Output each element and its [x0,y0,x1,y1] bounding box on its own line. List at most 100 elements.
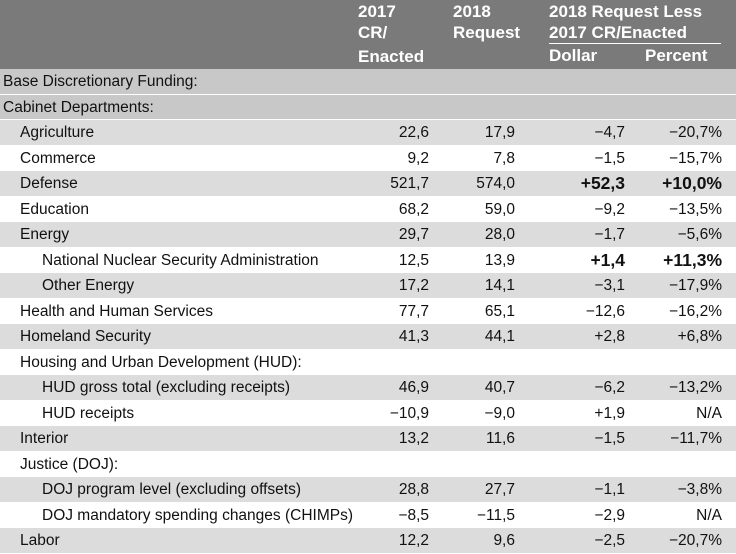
table-row: Justice (DOJ): [0,451,736,477]
table-row: DOJ program level (excluding offsets) 28,… [0,477,736,503]
table-row: Energy 29,7 28,0 −1,7 −5,6% [0,222,736,248]
value-dollar-change: −1,5 [594,149,625,167]
value-percent-change: −13,2% [668,379,722,396]
table-row: HUD receipts −10,9 −9,0 +1,9 N/A [0,400,736,426]
value-dollar-change: −9,2 [594,200,625,218]
row-label: Homeland Security [20,328,151,345]
value-2017: −8,5 [398,506,429,524]
value-2017: 521,7 [390,175,429,192]
table-row: Labor 12,2 9,6 −2,5 −20,7% [0,528,736,554]
table-row: Homeland Security 41,3 44,1 +2,8 +6,8% [0,324,736,350]
value-percent-change: −20,7% [668,124,722,141]
header-percent: Percent [645,46,708,65]
value-dollar-change: +1,4 [590,249,625,270]
value-dollar-change: −2,9 [594,506,625,524]
header-2017-line2: CR/ [358,23,388,42]
value-dollar-change: −4,7 [594,124,625,141]
value-percent-change: −20,7% [668,532,722,549]
value-2018: 17,9 [484,124,515,141]
table-body: Base Discretionary Funding: Cabinet Depar… [0,69,736,554]
table-row: Base Discretionary Funding: [0,69,736,95]
row-label: Base Discretionary Funding: [3,73,198,90]
value-2018: 9,6 [493,532,515,549]
value-2017: 77,7 [398,302,429,320]
table-row: DOJ mandatory spending changes (CHIMPs) −… [0,502,736,528]
table-row: Health and Human Services 77,7 65,1 −12,6 −1… [0,298,736,324]
value-dollar-change: −1,5 [594,430,625,447]
table-row: HUD gross total (excluding receipts) 46,9… [0,375,736,401]
value-dollar-change: +52,3 [580,173,625,193]
row-label: National Nuclear Security Administration [42,251,319,269]
header-diff-underline [549,43,721,44]
row-label: HUD gross total (excluding receipts) [42,379,291,396]
value-2018: 44,1 [484,328,515,345]
value-dollar-change: −6,2 [594,379,625,396]
row-label: HUD receipts [42,404,135,422]
value-percent-change: N/A [696,404,722,422]
value-percent-change: −5,6% [677,226,722,243]
table-row: Interior 13,2 11,6 −1,5 −11,7% [0,426,736,452]
value-2018: 27,7 [484,481,515,498]
row-label: DOJ mandatory spending changes (CHIMPs) [42,506,353,524]
value-2018: 14,1 [484,277,515,294]
value-2018: 7,8 [493,149,515,167]
value-2017: −10,9 [389,404,429,422]
value-2017: 46,9 [398,379,429,396]
row-label: Education [20,200,89,218]
value-2018: −9,0 [484,404,515,422]
value-percent-change: N/A [696,506,722,524]
value-2017: 12,5 [398,251,429,269]
header-2018-line2: Request [453,23,521,42]
row-label: Interior [20,430,69,447]
value-2017: 41,3 [398,328,429,345]
table-row: Other Energy 17,2 14,1 −3,1 −17,9% [0,273,736,299]
value-percent-change: −16,2% [668,302,722,320]
value-2018: 59,0 [484,200,515,218]
header-diff-line1: 2018 Request Less [549,2,703,21]
value-2017: 9,2 [407,149,429,167]
value-2018: −11,5 [476,506,515,524]
value-2017: 22,6 [398,124,429,141]
row-label: Energy [20,226,70,243]
value-2018: 13,9 [484,251,515,269]
value-dollar-change: −12,6 [585,302,625,320]
value-2018: 28,0 [484,226,515,243]
value-2017: 68,2 [398,200,429,218]
value-percent-change: −17,9% [668,277,722,294]
value-2017: 17,2 [398,277,429,294]
row-label: Housing and Urban Development (HUD): [20,353,302,371]
value-percent-change: +11,3% [663,249,722,270]
table-row: Commerce 9,2 7,8 −1,5 −15,7% [0,145,736,171]
row-label: Cabinet Departments: [3,98,154,116]
header-2017-line3: Enacted [358,47,425,66]
row-label: DOJ program level (excluding offsets) [42,481,302,498]
row-label: Health and Human Services [20,302,213,320]
value-dollar-change: +2,8 [594,328,625,345]
value-percent-change: +6,8% [677,328,722,345]
value-dollar-change: −2,5 [594,532,625,549]
value-2018: 40,7 [484,379,515,396]
value-2017: 29,7 [398,226,429,243]
table-row: Housing and Urban Development (HUD): [0,349,736,375]
value-percent-change: −13,5% [668,200,722,218]
value-percent-change: −15,7% [668,149,722,167]
value-2018: 11,6 [485,430,515,447]
value-percent-change: −3,8% [677,481,722,498]
header-diff-line2: 2017 CR/Enacted [549,23,687,42]
table-row: National Nuclear Security Administration… [0,247,736,273]
row-label: Agriculture [20,124,95,141]
value-2018: 574,0 [476,175,515,192]
value-2017: 13,2 [398,430,429,447]
value-percent-change: −11,7% [670,430,722,447]
header-2018-line1: 2018 [453,2,491,21]
value-dollar-change: −3,1 [594,277,625,294]
row-label: Labor [20,532,60,549]
header-2017-line1: 2017 [358,2,396,21]
row-label: Justice (DOJ): [20,455,119,473]
value-2017: 28,8 [398,481,429,498]
row-label: Other Energy [42,277,135,294]
table-row: Cabinet Departments: [0,94,736,120]
table-row: Agriculture 22,6 17,9 −4,7 −20,7% [0,120,736,146]
value-dollar-change: +1,9 [594,404,625,422]
